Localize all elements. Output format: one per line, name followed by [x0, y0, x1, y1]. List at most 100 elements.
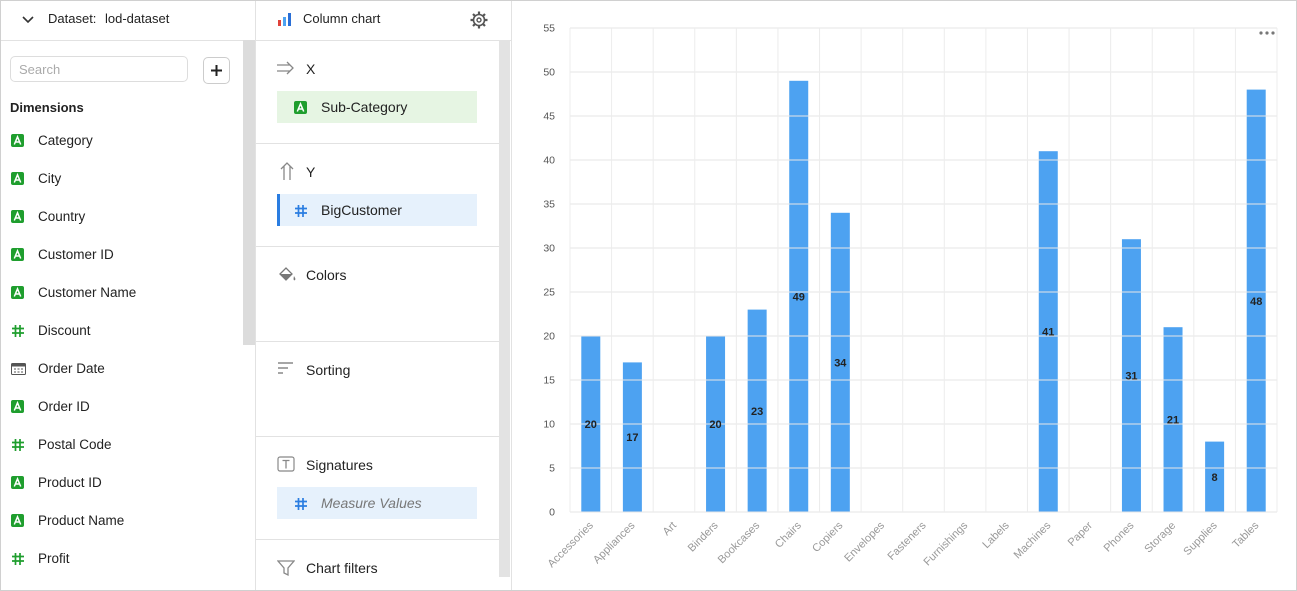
- dataset-name[interactable]: lod-dataset: [105, 11, 170, 26]
- x-tick-label: Labels: [980, 519, 1012, 551]
- data-label: 8: [1212, 472, 1218, 484]
- y-tick-label: 0: [549, 507, 555, 519]
- field-name: Country: [38, 209, 86, 224]
- chart-menu[interactable]: [1259, 31, 1275, 35]
- data-label: 31: [1125, 371, 1137, 383]
- field-item[interactable]: Product ID: [1, 474, 241, 494]
- y-field[interactable]: BigCustomer: [277, 194, 477, 226]
- data-label: 23: [751, 406, 763, 418]
- field-name: Product Name: [38, 513, 125, 528]
- field-item[interactable]: Customer ID: [1, 246, 241, 266]
- x-field[interactable]: Sub-Category: [277, 91, 477, 123]
- data-label: 34: [834, 357, 847, 369]
- field-name: City: [38, 171, 62, 186]
- search-input[interactable]: [10, 56, 188, 82]
- field-item[interactable]: Postal Code: [1, 436, 241, 456]
- x-tick-label: Binders: [686, 519, 721, 554]
- field-name: Discount: [38, 323, 91, 338]
- signature-field[interactable]: Measure Values: [277, 487, 477, 519]
- bar: [1163, 327, 1183, 512]
- bar: [1246, 89, 1266, 512]
- section-label: Chart filters: [306, 560, 378, 576]
- field-name: Category: [38, 133, 93, 148]
- config-panel: Column chart X Sub-Category Y BigCustome…: [256, 1, 512, 590]
- data-label: 17: [626, 432, 638, 444]
- separator: [256, 341, 499, 342]
- section-label: Signatures: [306, 457, 373, 473]
- field-type-icon: [11, 210, 24, 223]
- y-tick-label: 15: [543, 375, 555, 387]
- x-tick-label: Bookcases: [716, 519, 763, 566]
- field-name: Postal Code: [38, 437, 112, 452]
- y-tick-label: 25: [543, 287, 555, 299]
- data-label: 20: [585, 419, 597, 431]
- chart-type-icon: [278, 13, 291, 26]
- y-tick-label: 35: [543, 199, 555, 211]
- field-item[interactable]: City: [1, 170, 241, 190]
- x-tick-label: Fasteners: [886, 519, 929, 562]
- field-type-icon: [11, 400, 24, 413]
- y-tick-label: 40: [543, 155, 555, 167]
- scrollbar[interactable]: [243, 40, 255, 345]
- x-axis-icon: [277, 61, 294, 75]
- x-tick-label: Machines: [1012, 519, 1054, 561]
- field-item[interactable]: Category: [1, 132, 241, 152]
- x-tick-label: Supplies: [1181, 519, 1220, 558]
- chevron-icon[interactable]: [21, 14, 35, 26]
- bar: [622, 362, 642, 512]
- section-label: Sorting: [306, 362, 351, 378]
- section-label: Colors: [306, 267, 347, 283]
- y-tick-label: 5: [549, 463, 555, 475]
- x-tick-label: Tables: [1230, 519, 1261, 550]
- x-tick-label: Paper: [1066, 519, 1095, 548]
- section-title: Dimensions: [10, 100, 84, 115]
- bar: [789, 80, 809, 513]
- field-type-icon: [12, 553, 24, 565]
- chart-type: Column chart: [303, 11, 381, 26]
- x-tick-label: Accessories: [546, 519, 597, 570]
- x-tick-label: Phones: [1102, 519, 1137, 554]
- field-name: Measure Values: [321, 495, 422, 511]
- field-item[interactable]: Discount: [1, 322, 241, 342]
- field-item[interactable]: Customer Name: [1, 284, 241, 304]
- settings-icon[interactable]: [469, 10, 489, 30]
- number-icon: [295, 205, 307, 217]
- data-label: 49: [793, 291, 805, 303]
- x-tick-label: Appliances: [591, 519, 638, 566]
- field-item[interactable]: Product Name: [1, 512, 241, 532]
- signatures-icon: [277, 456, 295, 472]
- dataset-panel: Dataset: lod-dataset Dimensions Category…: [1, 1, 256, 590]
- field-name: Customer ID: [38, 247, 114, 262]
- data-label: 20: [709, 419, 721, 431]
- field-item[interactable]: Profit: [1, 550, 241, 570]
- section-label: Y: [306, 164, 316, 180]
- x-tick-label: Storage: [1142, 520, 1178, 556]
- chart-type-header[interactable]: Column chart: [256, 1, 511, 41]
- field-type-icon: [11, 172, 24, 185]
- field-item[interactable]: Order Date: [1, 360, 241, 380]
- sorting-icon: [278, 362, 293, 374]
- field-type-icon: [11, 514, 24, 527]
- dataset-header[interactable]: Dataset: lod-dataset: [1, 1, 255, 41]
- y-tick-label: 20: [543, 331, 555, 343]
- separator: [256, 436, 499, 437]
- field-name: Profit: [38, 551, 70, 566]
- x-tick-label: Furnishings: [922, 519, 971, 568]
- separator: [256, 143, 499, 144]
- y-tick-label: 50: [543, 67, 555, 79]
- y-tick-label: 30: [543, 243, 555, 255]
- colors-icon: [279, 267, 296, 281]
- field-name: Order Date: [38, 361, 105, 376]
- y-tick-label: 55: [543, 23, 555, 35]
- bar: [1038, 151, 1058, 512]
- scrollbar[interactable]: [499, 40, 510, 577]
- data-label: 48: [1250, 296, 1262, 308]
- field-item[interactable]: Country: [1, 208, 241, 228]
- plus-icon: [211, 65, 222, 76]
- field-type-icon: [12, 325, 24, 337]
- field-item[interactable]: Order ID: [1, 398, 241, 418]
- bar: [747, 309, 767, 512]
- add-field-button[interactable]: [203, 57, 230, 84]
